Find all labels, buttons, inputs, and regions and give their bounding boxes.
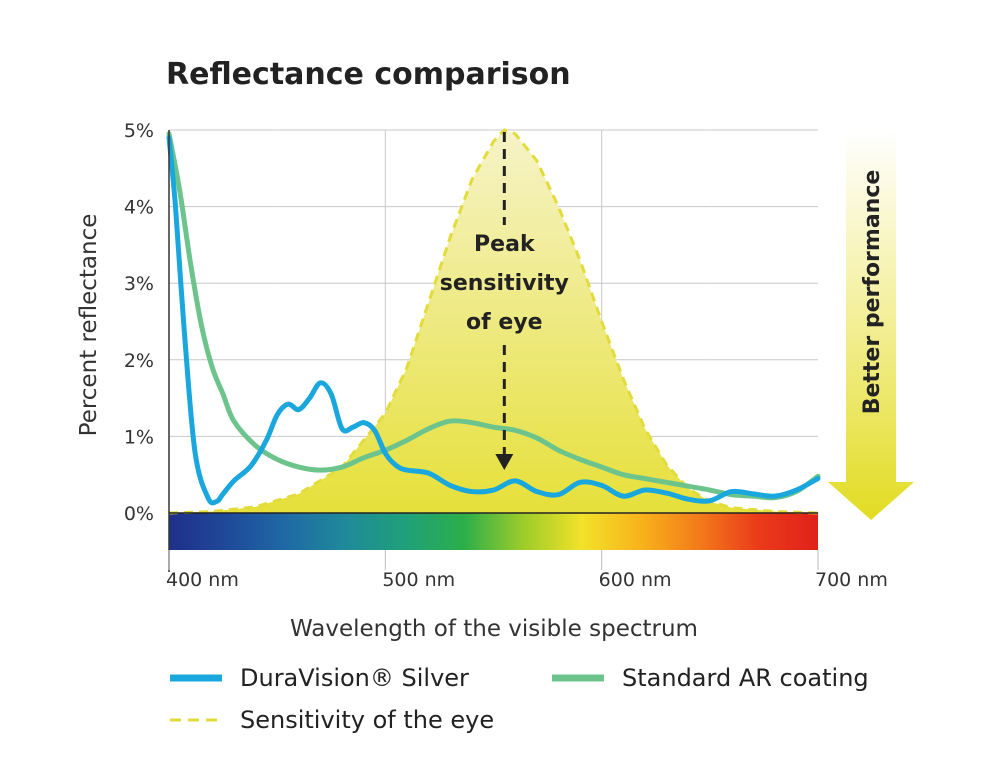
- better-performance-indicator: Better performance: [828, 130, 914, 520]
- legend-label: Standard AR coating: [622, 664, 869, 692]
- x-tick-label: 500 nm: [382, 569, 455, 591]
- series-lines: [166, 131, 821, 506]
- spectrum-bar: [169, 513, 818, 550]
- y-tick-label: 1%: [124, 426, 154, 448]
- annotation-text-line: Peak: [474, 232, 536, 257]
- x-tick-label: 600 nm: [599, 569, 672, 591]
- y-axis-label: Percent reflectance: [76, 214, 102, 437]
- annotation-text-line: sensitivity: [440, 271, 569, 296]
- x-axis-label: Wavelength of the visible spectrum: [290, 616, 698, 642]
- y-tick-labels: 0% 1% 2% 3% 4% 5%: [124, 120, 154, 525]
- x-tick-label: 700 nm: [815, 569, 888, 591]
- legend-label: Sensitivity of the eye: [240, 706, 494, 734]
- better-performance-arrow: [828, 130, 914, 520]
- x-tick-labels: 400 nm 500 nm 600 nm 700 nm: [166, 550, 888, 591]
- chart-title: Reflectance comparison: [166, 57, 571, 92]
- y-tick-label: 5%: [124, 120, 154, 142]
- axes: [168, 130, 818, 572]
- better-performance-label: Better performance: [860, 170, 885, 415]
- annotation-arrowhead: [495, 454, 514, 470]
- y-tick-label: 4%: [124, 197, 154, 219]
- series-line-duravision: [166, 135, 821, 506]
- peak-annotation: Peak sensitivity of eye: [440, 132, 569, 470]
- y-tick-label: 3%: [124, 273, 154, 295]
- eye-sensitivity-fill: [169, 130, 818, 513]
- legend-label: DuraVision® Silver: [240, 664, 469, 692]
- y-tick-label: 0%: [124, 503, 154, 525]
- annotation-text-line: of eye: [466, 310, 543, 335]
- x-tick-label: 400 nm: [166, 569, 239, 591]
- y-tick-label: 2%: [124, 350, 154, 372]
- series-line-standard-ar: [166, 131, 821, 501]
- legend: DuraVision® Silver Standard AR coating Sen…: [170, 664, 869, 734]
- spectrum-gradient: [169, 513, 818, 550]
